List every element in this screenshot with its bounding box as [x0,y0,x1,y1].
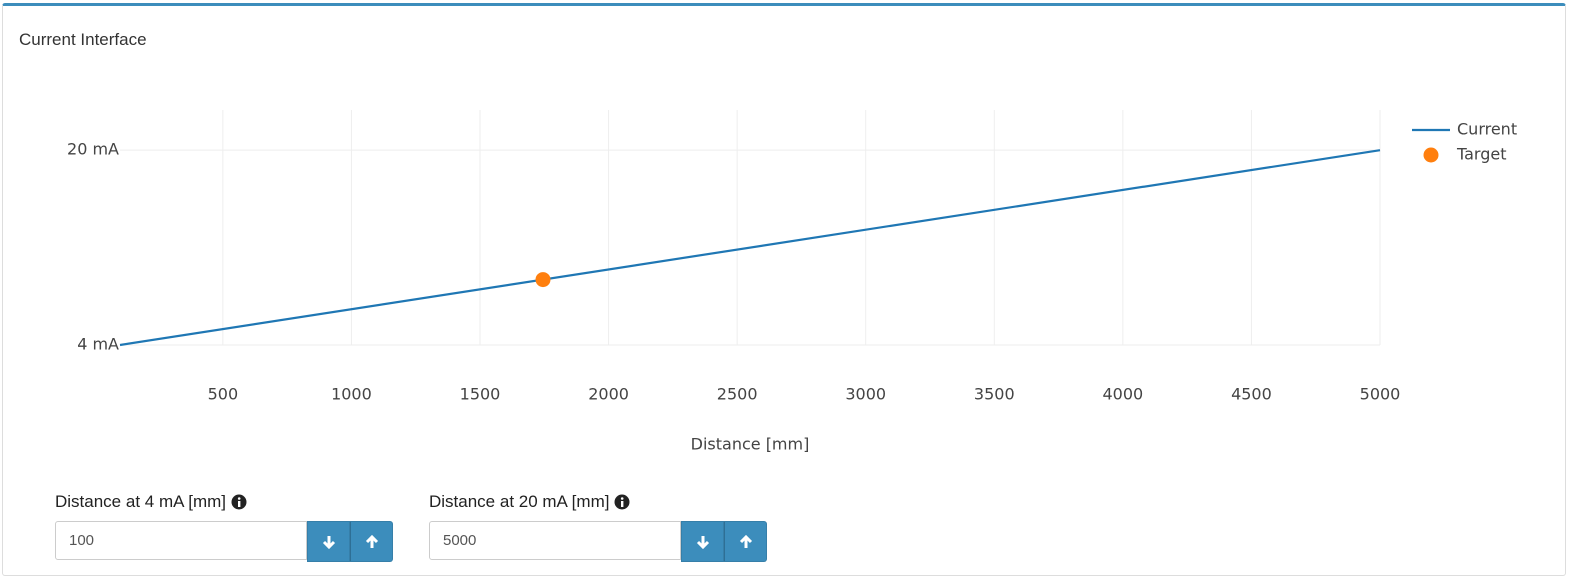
input-group: 100 [55,521,393,562]
x-tick-label: 500 [208,385,239,404]
data-point [535,272,551,288]
x-axis-title: Distance [mm] [691,435,810,454]
decrement-button[interactable] [681,521,724,562]
legend-marker [1423,147,1439,163]
x-tick-label: 3500 [974,385,1015,404]
x-tick-label: 5000 [1360,385,1401,404]
legend-label: Current [1457,120,1517,139]
x-tick-label: 2500 [717,385,758,404]
x-tick-label: 4500 [1231,385,1272,404]
chart: 500 1000 1500 2000 2500 3000 3500 4000 4500 5000 4… [67,110,1517,454]
decrement-button[interactable] [307,521,350,562]
info-icon[interactable] [614,494,630,510]
x-tick-label: 1000 [331,385,372,404]
field: Distance at 20 mA [mm] 5000 [429,490,767,562]
increment-button[interactable] [350,521,393,562]
field-label: Distance at 4 mA [mm] [55,492,226,511]
text-input[interactable]: 5000 [429,521,681,560]
legend-label: Target [1456,145,1507,164]
x-tick-label: 1500 [460,385,501,404]
field-label-row: Distance at 4 mA [mm] [55,490,393,514]
field-label: Distance at 20 mA [mm] [429,492,610,511]
data-line [119,149,1381,347]
y-tick-label: 20 mA [67,140,119,159]
x-tick-label: 4000 [1102,385,1143,404]
info-icon[interactable] [231,494,247,510]
panel-title: Current Interface [19,30,147,49]
increment-button[interactable] [724,521,767,562]
y-tick-label: 4 mA [77,335,119,354]
input-group: 5000 [429,521,767,562]
x-tick-label: 2000 [588,385,629,404]
field-label-row: Distance at 20 mA [mm] [429,490,767,514]
field: Distance at 4 mA [mm] 100 [55,490,393,562]
x-tick-label: 3000 [845,385,886,404]
text-input[interactable]: 100 [55,521,307,560]
